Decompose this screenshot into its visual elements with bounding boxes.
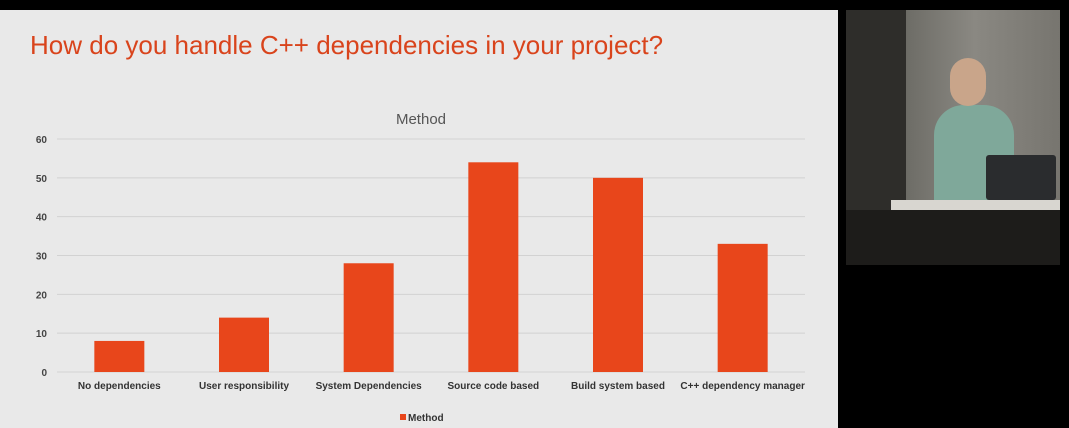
x-tick-label: C++ dependency manager xyxy=(680,381,805,392)
y-tick-label: 30 xyxy=(36,252,48,263)
slide: How do you handle C++ dependencies in yo… xyxy=(0,10,838,428)
bar-chart: Method 0 10 20 30 40 50 60 No dependencies User r… xyxy=(36,111,805,424)
y-tick-label: 20 xyxy=(36,290,48,301)
bar-c-dependency-manager xyxy=(717,243,768,372)
slide-title: How do you handle C++ dependencies in yo… xyxy=(30,30,664,60)
chart-title: Method xyxy=(396,111,446,128)
bar-build-system-based xyxy=(593,177,643,372)
laptop xyxy=(986,155,1056,200)
legend-swatch xyxy=(400,414,406,420)
speaker-video xyxy=(846,10,1060,265)
y-tick-label: 50 xyxy=(36,174,48,185)
legend-label: Method xyxy=(408,413,444,424)
y-tick-label: 10 xyxy=(36,329,48,340)
y-tick-label: 40 xyxy=(36,213,48,224)
bar-no-dependencies xyxy=(94,340,145,372)
x-tick-label: Build system based xyxy=(571,381,665,392)
bar-source-code-based xyxy=(468,162,519,372)
x-tick-label: User responsibility xyxy=(199,381,289,392)
speaker-head xyxy=(950,58,986,106)
y-tick-label: 0 xyxy=(41,368,47,379)
x-tick-label: System Dependencies xyxy=(316,381,423,392)
bar-system-dependencies xyxy=(343,263,394,372)
x-tick-label: Source code based xyxy=(447,381,539,392)
x-tick-label: No dependencies xyxy=(78,381,161,392)
y-tick-label: 60 xyxy=(36,135,48,146)
bar-user-responsibility xyxy=(219,317,269,372)
audience xyxy=(846,210,1060,265)
